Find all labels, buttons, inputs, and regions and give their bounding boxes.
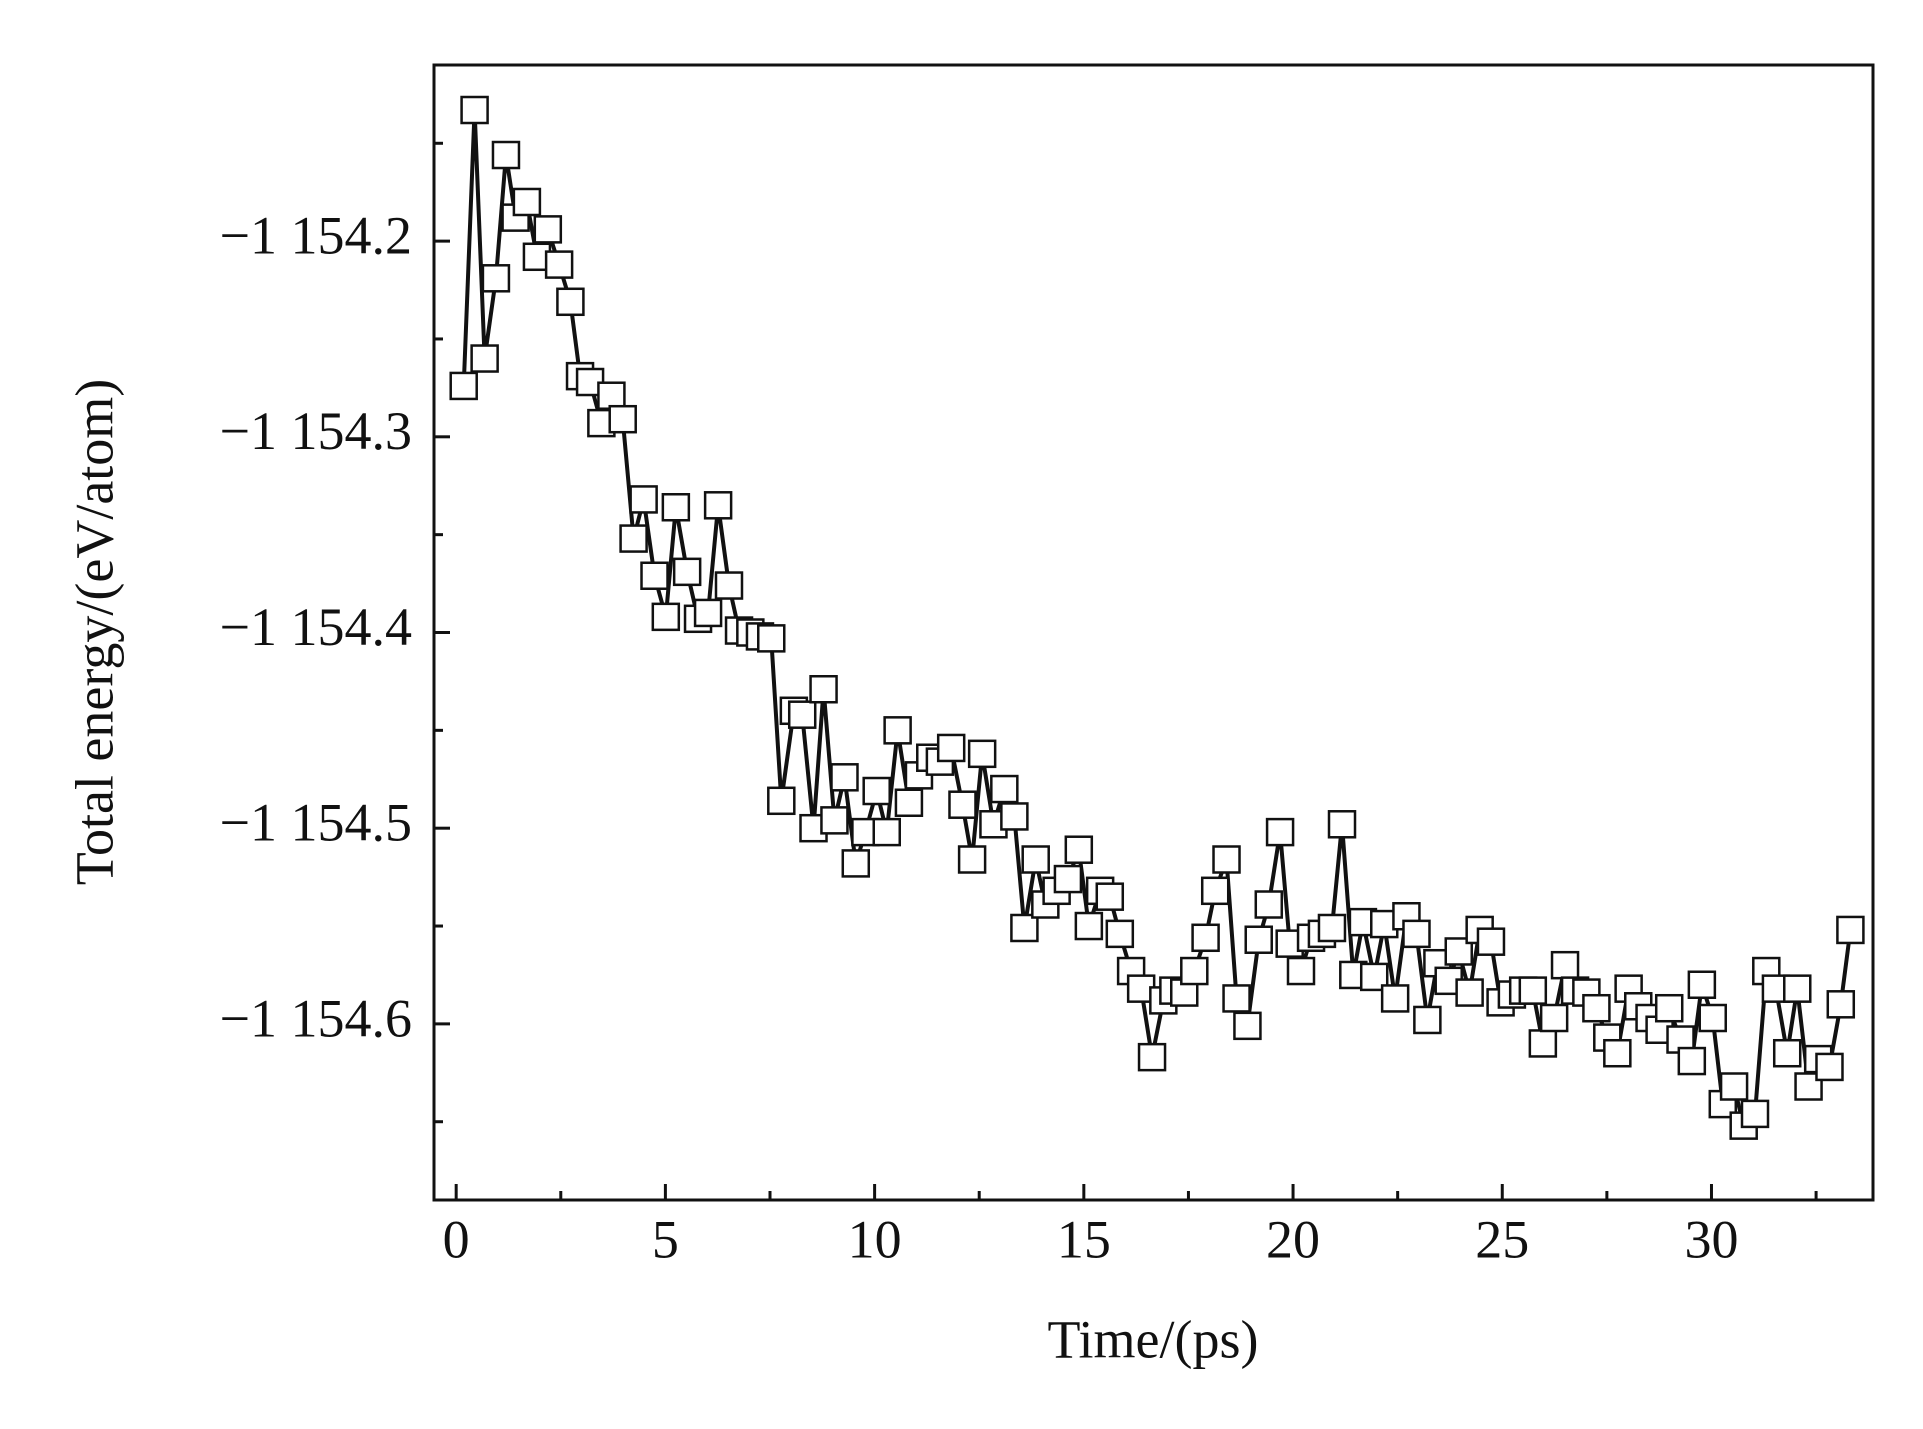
data-point [1413, 1005, 1442, 1035]
data-point [1550, 950, 1580, 980]
data-point [1476, 927, 1506, 956]
data-point [767, 786, 796, 816]
data-point [1095, 882, 1125, 911]
data-point [1539, 1003, 1569, 1033]
data-point [1603, 1038, 1632, 1068]
y-tick-label: −1 154.6 [220, 988, 412, 1048]
data-point [1719, 1072, 1749, 1101]
data-point [1836, 915, 1865, 945]
data-point [512, 187, 542, 217]
data-point [757, 624, 786, 653]
data-point [1265, 817, 1295, 847]
data-point [1233, 1011, 1262, 1041]
data-point [1380, 984, 1410, 1013]
data-point [862, 776, 891, 806]
data-point [640, 561, 669, 590]
data-point [948, 790, 977, 819]
data-point [1053, 864, 1083, 894]
data-point [629, 485, 658, 514]
data-point [1815, 1052, 1844, 1082]
data-point [460, 95, 489, 125]
data-point [672, 557, 702, 587]
data-point [608, 404, 637, 434]
data-point [449, 371, 478, 401]
x-axis-label: Time/(ps) [1047, 1309, 1258, 1369]
x-tick-label: 10 [848, 1209, 902, 1269]
x-tick-label: 0 [443, 1209, 470, 1269]
data-point [1687, 970, 1717, 999]
data-point [661, 493, 691, 522]
data-point [967, 739, 997, 769]
y-tick-label: −1 154.5 [220, 793, 412, 853]
data-point [1444, 937, 1473, 966]
data-point [894, 788, 924, 817]
data-point [1327, 810, 1357, 839]
y-tick-label: −1 154.2 [220, 206, 412, 266]
y-tick-label: −1 154.4 [220, 597, 412, 657]
x-tick-label: 15 [1057, 1209, 1111, 1269]
data-point [1708, 1089, 1738, 1119]
data-point [1455, 978, 1484, 1007]
data-point [1772, 1038, 1802, 1068]
data-point [1654, 993, 1684, 1023]
data-point [1244, 925, 1273, 954]
data-point [597, 381, 626, 410]
data-point [1191, 923, 1220, 953]
data-point [1074, 911, 1104, 941]
data-point [957, 845, 987, 874]
data-point [1137, 1042, 1167, 1072]
data-point [872, 817, 901, 847]
data-point [1518, 976, 1548, 1005]
data-point [1698, 1003, 1727, 1033]
data-point [491, 140, 521, 170]
data-point [1180, 956, 1209, 986]
data-point [1105, 919, 1135, 949]
data-point [1783, 974, 1812, 1003]
y-axis-label: Total energy/(eV/atom) [64, 379, 124, 886]
data-point [544, 250, 574, 279]
data-point [1286, 956, 1316, 986]
data-point [1010, 913, 1039, 943]
data-point [883, 716, 912, 745]
data-point [693, 598, 723, 628]
data-point [714, 571, 744, 600]
data-point [830, 763, 859, 792]
data-point [619, 524, 648, 553]
data-point [1064, 835, 1094, 864]
data-point [1021, 845, 1050, 874]
data-point [820, 806, 849, 835]
y-tick-label: −1 154.3 [220, 401, 412, 461]
data-point [533, 215, 563, 244]
data-point [787, 700, 817, 729]
data-point [481, 264, 511, 293]
data-point [470, 344, 499, 373]
data-point [1677, 1046, 1707, 1076]
x-tick-label: 25 [1475, 1209, 1529, 1269]
data-point [1222, 984, 1251, 1013]
data-point [1000, 802, 1029, 831]
data-point [1402, 919, 1431, 949]
data-point [651, 602, 681, 632]
data-point [841, 849, 871, 878]
x-tick-label: 20 [1266, 1209, 1320, 1269]
data-point [1200, 876, 1230, 906]
data-point [1254, 890, 1284, 919]
data-point [1528, 1029, 1558, 1058]
data-point [990, 774, 1019, 804]
data-point [809, 675, 838, 704]
data-point [936, 733, 966, 763]
data-point [1740, 1099, 1770, 1129]
data-point [703, 491, 733, 520]
data-point [1582, 993, 1611, 1023]
data-point [556, 287, 585, 317]
data-point [1212, 845, 1241, 874]
data-point [1317, 913, 1347, 943]
x-tick-label: 5 [652, 1209, 679, 1269]
data-point [1826, 990, 1856, 1019]
x-tick-label: 30 [1684, 1209, 1738, 1269]
